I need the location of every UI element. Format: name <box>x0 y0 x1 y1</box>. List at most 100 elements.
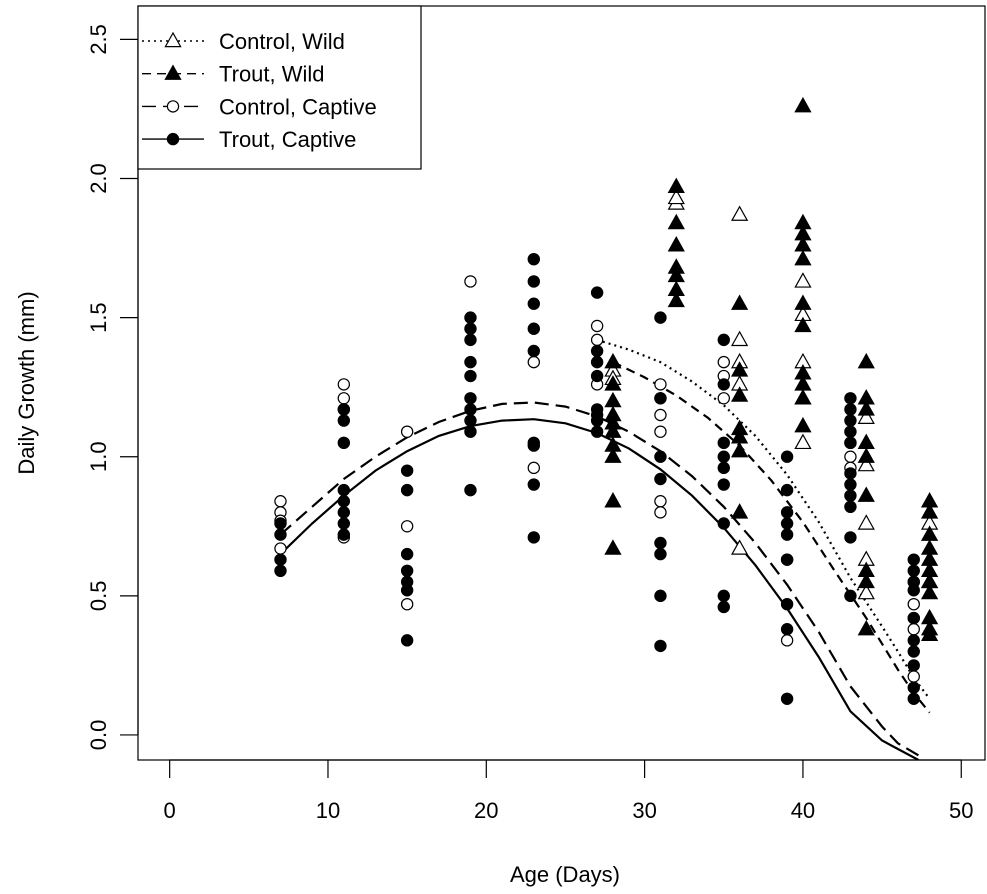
data-point <box>730 539 749 555</box>
data-point <box>844 450 857 463</box>
data-point <box>794 272 812 288</box>
data-point <box>730 330 749 347</box>
data-point <box>907 553 920 566</box>
data-point <box>794 416 812 433</box>
fit-curve <box>279 401 923 759</box>
data-point <box>464 414 477 427</box>
data-point <box>337 392 351 405</box>
data-point <box>527 252 540 266</box>
data-point <box>337 483 351 497</box>
data-point <box>654 495 667 508</box>
data-point <box>337 403 351 416</box>
data-point <box>337 506 351 519</box>
data-point <box>857 572 875 589</box>
data-point <box>907 645 920 658</box>
data-point <box>794 316 812 333</box>
data-point <box>907 681 920 694</box>
data-point <box>590 286 604 299</box>
data-point <box>780 483 794 497</box>
data-point <box>654 311 667 324</box>
data-point <box>730 294 749 310</box>
data-point <box>590 369 604 383</box>
legend-box <box>137 5 422 170</box>
data-point <box>780 597 794 611</box>
data-point <box>907 564 920 578</box>
data-point <box>717 517 730 530</box>
y-tick-label: 0.5 <box>86 581 111 612</box>
data-point <box>780 506 794 519</box>
data-point <box>857 514 875 530</box>
x-axis-title: Age (Days) <box>510 862 620 887</box>
data-point <box>274 528 287 541</box>
data-point <box>907 659 920 672</box>
data-point <box>857 408 875 424</box>
data-point <box>274 542 287 555</box>
data-point <box>400 564 414 578</box>
x-tick-label: 40 <box>791 798 815 823</box>
data-point <box>464 403 477 416</box>
data-point <box>654 425 667 438</box>
data-point <box>730 503 749 519</box>
x-tick-label: 50 <box>949 798 973 823</box>
fit-curve <box>279 418 920 760</box>
data-point <box>590 319 604 333</box>
x-tick-label: 0 <box>164 798 176 823</box>
data-point <box>464 425 477 438</box>
data-point <box>527 355 540 369</box>
data-point <box>527 531 540 544</box>
data-point <box>730 361 749 377</box>
data-point <box>464 355 477 369</box>
data-point <box>717 450 730 463</box>
y-axis: 0.0 0.5 1.0 1.5 2.0 2.5 <box>86 24 139 750</box>
data-point <box>794 249 812 266</box>
data-point <box>780 517 794 530</box>
legend-marker <box>164 64 182 80</box>
data-point <box>794 433 812 450</box>
data-point <box>667 177 685 194</box>
data-point <box>400 547 414 561</box>
data-point <box>780 528 794 541</box>
data-point <box>844 425 857 438</box>
data-point <box>780 634 794 647</box>
data-point <box>337 378 351 391</box>
data-point <box>654 536 667 550</box>
legend-marker <box>166 100 180 113</box>
data-point <box>654 506 667 519</box>
data-point <box>667 188 685 205</box>
x-tick-label: 10 <box>316 798 340 823</box>
data-point <box>590 355 604 369</box>
data-point <box>274 553 287 566</box>
data-point <box>654 378 667 391</box>
data-point <box>907 611 920 625</box>
data-point <box>857 400 875 416</box>
data-point <box>780 692 794 705</box>
data-point <box>464 311 477 324</box>
data-point <box>527 439 540 452</box>
data-point <box>717 355 730 369</box>
data-point <box>920 503 939 519</box>
data-point <box>844 414 857 427</box>
data-point <box>604 492 622 508</box>
data-point <box>337 495 351 508</box>
data-point <box>844 589 857 603</box>
data-point <box>337 517 351 530</box>
data-point <box>590 333 604 347</box>
data-point <box>654 589 667 603</box>
data-point <box>654 450 667 463</box>
fit-curves <box>279 338 931 760</box>
data-point <box>400 464 414 477</box>
data-point <box>527 478 540 491</box>
data-point <box>464 333 477 347</box>
data-point <box>844 403 857 416</box>
legend-marker <box>164 31 182 48</box>
data-point <box>907 623 920 636</box>
data-point <box>590 414 604 427</box>
data-point <box>780 450 794 463</box>
legend-label: Trout, Wild <box>219 62 325 87</box>
data-point <box>464 322 477 335</box>
data-point <box>717 589 730 603</box>
data-point <box>717 333 730 347</box>
data-point <box>794 294 812 310</box>
data-point <box>907 597 920 611</box>
